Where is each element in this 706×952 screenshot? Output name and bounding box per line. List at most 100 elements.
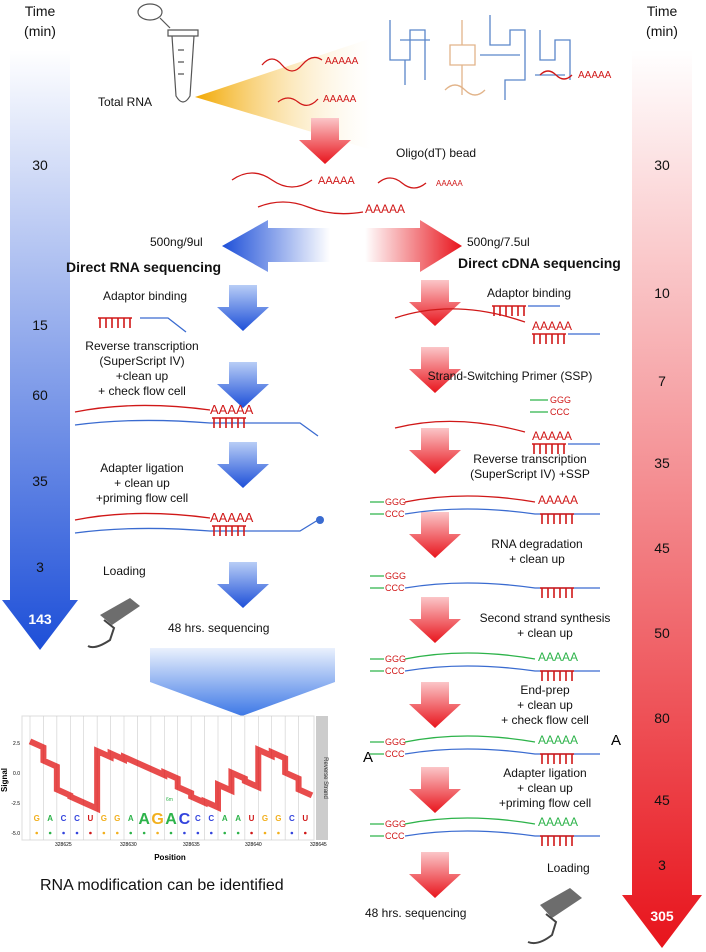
base-marker xyxy=(236,831,240,835)
time-value: 3 xyxy=(658,857,666,873)
base-letter: A xyxy=(128,814,134,823)
step-label: + check flow cell xyxy=(98,384,186,398)
base-marker xyxy=(156,831,159,835)
step-label: Loading xyxy=(547,861,590,875)
bead-label: Oligo(dT) bead xyxy=(396,146,476,160)
base-letter: G xyxy=(151,811,163,828)
polya-label: AAAAA xyxy=(210,402,254,417)
step-label: Reverse transcription xyxy=(473,452,586,466)
step-label: Adaptor binding xyxy=(487,286,571,300)
sequencing-label: 48 hrs. sequencing xyxy=(168,621,269,635)
base-letter: G xyxy=(262,814,268,823)
base-marker xyxy=(89,831,92,835)
oligo-dt-bead-icon xyxy=(389,15,571,100)
base-marker xyxy=(303,831,307,835)
cdna-workflow: Adaptor binding AAAAA Strand-Switching P… xyxy=(363,280,621,945)
y-tick: 0.0 xyxy=(13,771,20,777)
base-marker xyxy=(263,831,267,835)
y-axis-label: Signal xyxy=(0,768,9,792)
base-letter: A xyxy=(235,814,241,823)
base-marker xyxy=(35,831,39,835)
strip-label: Reverse Strand xyxy=(322,757,328,799)
top-strand xyxy=(404,817,536,825)
step-label: Adapter ligation xyxy=(503,766,586,780)
bottom-strand xyxy=(404,665,600,672)
top-strand xyxy=(404,495,536,503)
step-label: RNA degradation xyxy=(491,537,582,551)
step-label: (SuperScript IV) +SSP xyxy=(470,467,590,481)
time-title: Time xyxy=(25,3,56,19)
base-letter: G xyxy=(275,814,281,823)
time-value: 3 xyxy=(36,559,44,575)
polyt-comb xyxy=(539,835,575,847)
primer-strand xyxy=(370,658,384,672)
time-value: 10 xyxy=(654,285,670,301)
y-tick: 2.5 xyxy=(13,741,20,747)
bottom-strand xyxy=(404,748,600,755)
result-arrow xyxy=(150,648,335,716)
y-tick: -2.5 xyxy=(11,801,20,807)
base-marker xyxy=(75,831,79,835)
x-tick: 328625 xyxy=(55,842,72,848)
polyt-comb xyxy=(539,587,575,599)
time-value: 45 xyxy=(654,792,670,808)
time-title: Time xyxy=(647,3,678,19)
top-strand xyxy=(404,652,536,660)
time-total: 305 xyxy=(650,908,674,924)
ggg-label: GGG xyxy=(385,571,406,581)
primer-strand xyxy=(370,823,384,837)
x-tick: 328630 xyxy=(120,842,137,848)
polya-label: AAAAA xyxy=(365,202,405,216)
time-value: 35 xyxy=(654,455,670,471)
polya-label: AAAAA xyxy=(436,179,463,188)
base-letter: U xyxy=(88,814,94,823)
time-value: 7 xyxy=(658,373,666,389)
sample-section: Total RNA AAAAA AAAAA AAAAA Oligo(dT) be… xyxy=(98,3,612,216)
step-label: Adaptor binding xyxy=(103,289,187,303)
step-label: +priming flow cell xyxy=(499,796,591,810)
polya-label: AAAAA xyxy=(538,650,578,664)
base-marker xyxy=(142,831,146,835)
step-label: + clean up xyxy=(517,781,573,795)
base-letter: C xyxy=(74,814,80,823)
base-letter: C xyxy=(195,814,201,823)
base-marker xyxy=(183,831,186,835)
step-label: +clean up xyxy=(116,369,169,383)
time-value: 35 xyxy=(32,473,48,489)
time-value: 30 xyxy=(654,157,670,173)
cdna-time-bar: Time (min) 30 10 7 35 45 50 80 45 3 305 xyxy=(622,3,702,948)
rna-workflow: Adaptor binding Reverse transcription (S… xyxy=(74,285,335,716)
step-label: End-prep xyxy=(520,683,570,697)
base-marker xyxy=(209,831,213,835)
base-marker xyxy=(250,831,253,835)
cdna-title: Direct cDNA sequencing xyxy=(458,255,621,271)
polya-label: AAAAA xyxy=(323,94,357,105)
base-letter: G xyxy=(34,814,40,823)
step-label: Strand-Switching Primer (SSP) xyxy=(428,369,593,383)
bottom-strand xyxy=(404,582,600,589)
step-label: Reverse transcription xyxy=(85,339,198,353)
caption: RNA modification can be identified xyxy=(40,877,284,894)
x-tick: 328635 xyxy=(183,842,200,848)
step-label: Loading xyxy=(103,564,146,578)
ccc-label: CCC xyxy=(385,583,405,593)
step-label: + clean up xyxy=(114,476,170,490)
time-value: 15 xyxy=(32,317,48,333)
ccc-label: CCC xyxy=(385,831,405,841)
tube-icon xyxy=(137,3,199,103)
base-marker xyxy=(196,831,200,835)
sequencer-device-icon xyxy=(87,598,140,649)
ggg-label: GGG xyxy=(385,497,406,507)
primer-strand xyxy=(370,501,384,515)
step-label: + clean up xyxy=(517,698,573,712)
a-tail-label: A xyxy=(363,749,373,766)
step-label: Adapter ligation xyxy=(100,461,183,475)
base-marker xyxy=(290,831,294,835)
base-letter: A xyxy=(165,811,177,828)
polyt-comb xyxy=(539,513,575,525)
step-label: (SuperScript IV) xyxy=(99,354,184,368)
y-tick: -5.0 xyxy=(11,831,20,837)
base-marker xyxy=(223,831,227,835)
primer-strand xyxy=(370,741,384,755)
